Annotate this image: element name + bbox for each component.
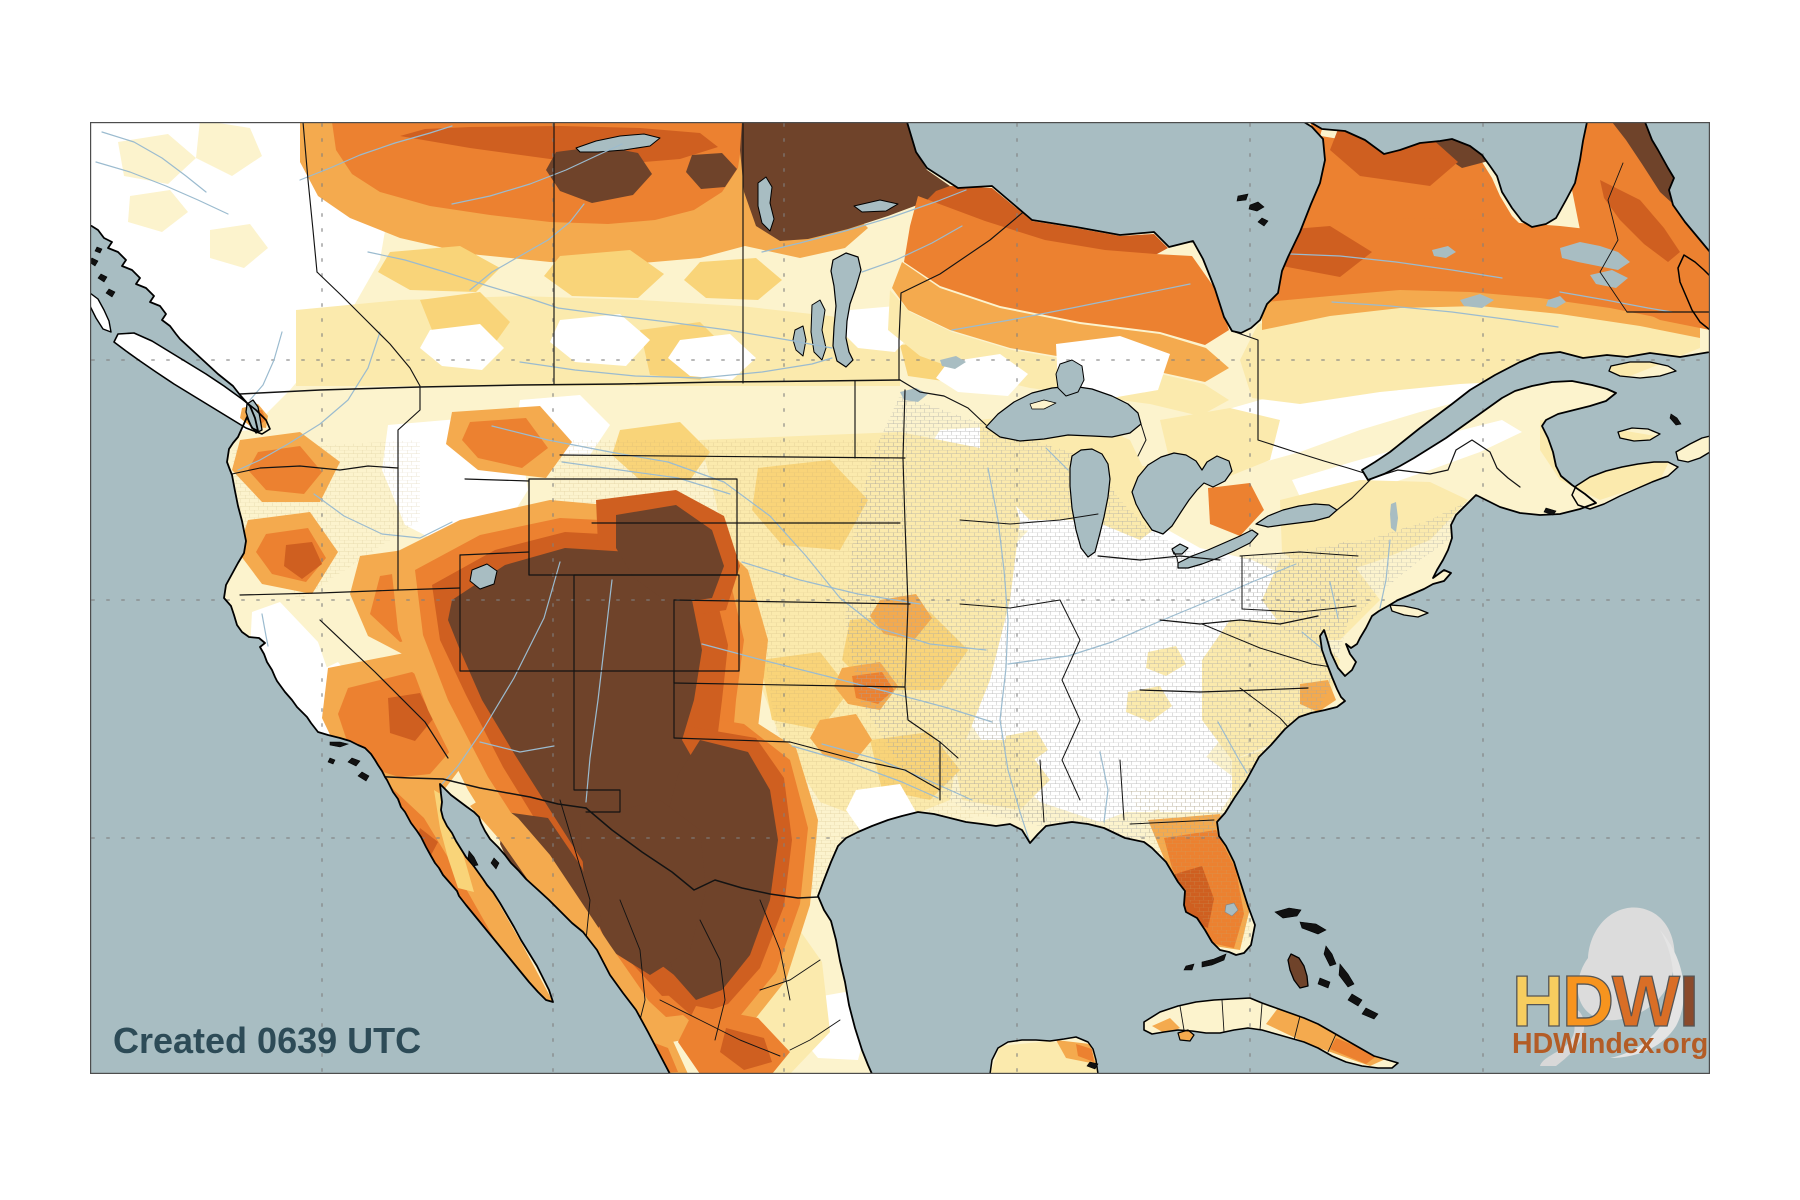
- svg-text:W: W: [1612, 962, 1680, 1042]
- svg-text:D: D: [1562, 962, 1614, 1042]
- svg-text:Created 0639 UTC: Created 0639 UTC: [113, 1020, 421, 1061]
- svg-text:H: H: [1512, 962, 1564, 1042]
- svg-text:I: I: [1679, 962, 1699, 1042]
- svg-text:HDWIndex.org: HDWIndex.org: [1512, 1028, 1708, 1060]
